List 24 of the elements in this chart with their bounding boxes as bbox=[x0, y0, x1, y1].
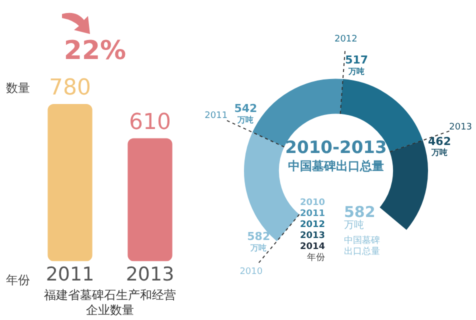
category-label: 2013 bbox=[300, 231, 326, 241]
category-label: 2011 bbox=[300, 209, 326, 219]
text: 中国墓碑出口总量 bbox=[344, 236, 381, 258]
data-label: 610 bbox=[129, 110, 171, 136]
slice-label: 2010 bbox=[300, 198, 326, 209]
data-label: 542 万吨 bbox=[234, 102, 258, 124]
text: 中国墓碑出口总量 bbox=[287, 158, 385, 175]
slice-label: 2011 bbox=[204, 110, 228, 121]
data-label: 462 万吨 bbox=[428, 134, 451, 158]
text: 2010-2013 bbox=[284, 138, 388, 158]
category-label: 2012 bbox=[300, 220, 326, 230]
slice-label: 2013 bbox=[449, 122, 472, 132]
x-axis-title: 福建省墓碑石生产和经营企业数量 bbox=[43, 288, 177, 318]
slice-label: 2012 bbox=[334, 34, 358, 44]
text: 年份 bbox=[6, 272, 30, 289]
text: 582 万吨 bbox=[344, 203, 376, 232]
data-label: 517 万吨 bbox=[345, 54, 368, 76]
data-label: 780 bbox=[49, 76, 91, 101]
slice-label: 2010 bbox=[240, 267, 263, 278]
data-label: 582 万吨 bbox=[247, 230, 270, 252]
legend-title: 年份 bbox=[306, 253, 326, 264]
category-label: 2014 bbox=[300, 242, 326, 252]
text: 数量 bbox=[6, 80, 30, 97]
text: 22% bbox=[62, 36, 128, 66]
